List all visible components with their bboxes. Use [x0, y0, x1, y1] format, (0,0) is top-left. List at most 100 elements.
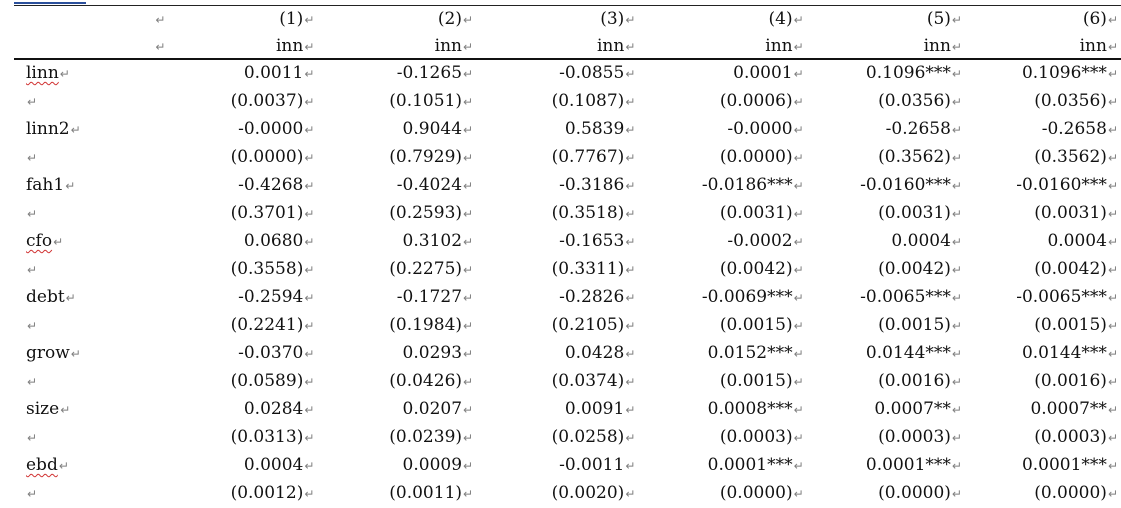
paragraph-mark: ↵ — [1107, 403, 1118, 417]
standard-error-cell: (0.0000)↵ — [649, 480, 807, 508]
variable-name: grow — [26, 343, 70, 363]
standard-error-cell: (0.3562)↵ — [966, 144, 1121, 172]
paragraph-mark: ↵ — [951, 151, 962, 165]
standard-error-value: (0.0042) — [878, 259, 951, 279]
standard-error-value: (0.0589) — [230, 371, 304, 391]
standard-error-cell: (0.2593)↵ — [328, 200, 491, 228]
coefficient-value: 0.0008*** — [707, 399, 793, 419]
standard-error-cell: (0.0031)↵ — [966, 200, 1121, 228]
coefficient-cell: -0.0002↵ — [649, 228, 807, 256]
coefficient-value: 0.0004 — [891, 231, 951, 251]
variable-name: cfo — [26, 231, 53, 251]
coefficient-value: 0.1096*** — [1021, 63, 1107, 83]
empty-label-cell: ↵ — [14, 480, 185, 508]
standard-error-cell: (0.0258)↵ — [491, 424, 649, 452]
paragraph-mark: ↵ — [793, 263, 804, 277]
standard-error-cell: (0.0011)↵ — [328, 480, 491, 508]
paragraph-mark: ↵ — [463, 179, 474, 193]
standard-error-value: (0.0037) — [230, 91, 304, 111]
standard-error-value: (0.0012) — [230, 483, 304, 503]
coefficient-cell: -0.2658↵ — [966, 116, 1121, 144]
coefficient-value: 0.0009 — [402, 455, 463, 475]
standard-error-row-grow: ↵ (0.0589)↵ (0.0426)↵ (0.0374)↵ (0.0015)↵ (0.… — [14, 368, 1121, 396]
paragraph-mark: ↵ — [304, 319, 315, 333]
standard-error-value: (0.2275) — [389, 259, 463, 279]
standard-error-value: (0.0258) — [551, 427, 625, 447]
model-number-cell: (2)↵ — [437, 9, 474, 29]
coefficient-cell: -0.0065***↵ — [966, 284, 1121, 312]
standard-error-value: (0.0426) — [389, 371, 463, 391]
standard-error-row-linn: ↵ (0.0037)↵ (0.1051)↵ (0.1087)↵ (0.0006)↵ (0.… — [14, 88, 1121, 116]
standard-error-row-linn2: ↵ (0.0000)↵ (0.7929)↵ (0.7767)↵ (0.0000)↵ (0.… — [14, 144, 1121, 172]
coefficient-row-ebd: ebd↵ 0.0004↵ 0.0009↵ -0.0011↵ 0.0001***↵ 0.00… — [14, 452, 1121, 480]
paragraph-mark: ↵ — [1107, 291, 1118, 305]
coefficient-cell: 0.0001***↵ — [649, 452, 807, 480]
coefficient-cell: 0.0004↵ — [808, 228, 966, 256]
coefficient-value: 0.0284 — [243, 399, 304, 419]
paragraph-mark: ↵ — [463, 263, 474, 277]
coefficient-value: 0.0144*** — [865, 343, 951, 363]
paragraph-mark: ↵ — [1107, 151, 1118, 165]
hyperlink-underline-fragment[interactable] — [14, 0, 86, 4]
coefficient-value: 0.5839 — [564, 119, 625, 139]
standard-error-value: (0.0042) — [719, 259, 793, 279]
coefficient-cell: -0.0069***↵ — [649, 284, 807, 312]
paragraph-mark: ↵ — [1107, 459, 1118, 473]
coefficient-row-linn2: linn2↵ -0.0000↵ 0.9044↵ 0.5839↵ -0.0000↵ -0.2… — [14, 116, 1121, 144]
paragraph-mark: ↵ — [304, 123, 315, 137]
coefficient-cell: 0.0007**↵ — [808, 396, 966, 424]
paragraph-mark: ↵ — [304, 375, 315, 389]
standard-error-cell: (0.0003)↵ — [649, 424, 807, 452]
paragraph-mark: ↵ — [793, 179, 804, 193]
standard-error-value: (0.3558) — [230, 259, 304, 279]
paragraph-mark: ↵ — [304, 179, 315, 193]
paragraph-mark: ↵ — [304, 67, 315, 81]
paragraph-mark: ↵ — [625, 179, 636, 193]
paragraph-mark: ↵ — [70, 123, 81, 137]
empty-label-cell: ↵ — [14, 312, 185, 340]
paragraph-mark: ↵ — [951, 459, 962, 473]
standard-error-cell: (0.0042)↵ — [808, 256, 966, 284]
paragraph-mark: ↵ — [793, 319, 804, 333]
standard-error-cell: (0.2105)↵ — [491, 312, 649, 340]
standard-error-value: (0.7929) — [389, 147, 463, 167]
standard-error-cell: (0.0356)↵ — [966, 88, 1121, 116]
standard-error-value: (0.0031) — [878, 203, 951, 223]
coefficient-cell: -0.1265↵ — [328, 60, 491, 88]
coefficient-cell: -0.2594↵ — [185, 284, 328, 312]
standard-error-row-cfo: ↵ (0.3558)↵ (0.2275)↵ (0.3311)↵ (0.0042)↵ (0.… — [14, 256, 1121, 284]
paragraph-mark: ↵ — [1107, 235, 1118, 249]
standard-error-value: (0.0006) — [719, 91, 793, 111]
paragraph-mark: ↵ — [1107, 347, 1118, 361]
empty-label-cell: ↵ — [14, 88, 185, 116]
paragraph-mark: ↵ — [58, 459, 69, 473]
coefficient-value: 0.0007** — [874, 399, 951, 419]
standard-error-cell: (0.0426)↵ — [328, 368, 491, 396]
coefficient-value: -0.0855 — [559, 63, 625, 83]
standard-error-value: (0.2105) — [551, 315, 625, 335]
paragraph-mark: ↵ — [27, 375, 38, 389]
variable-name-cell: size↵ — [14, 396, 185, 424]
standard-error-value: (0.2241) — [230, 315, 304, 335]
coefficient-value: 0.0207 — [402, 399, 463, 419]
paragraph-mark: ↵ — [793, 347, 804, 361]
paragraph-mark: ↵ — [304, 151, 315, 165]
paragraph-mark: ↵ — [304, 235, 315, 249]
coefficient-value: 0.0004 — [1047, 231, 1107, 251]
model-number-cell: (3)↵ — [600, 9, 636, 29]
variable-name: linn — [26, 63, 59, 83]
paragraph-mark: ↵ — [625, 431, 636, 445]
coefficient-cell: 0.0144***↵ — [966, 340, 1121, 368]
paragraph-mark: ↵ — [304, 95, 315, 109]
coefficient-cell: -0.0160***↵ — [966, 172, 1121, 200]
standard-error-row-ebd: ↵ (0.0012)↵ (0.0011)↵ (0.0020)↵ (0.0000)↵ (0.… — [14, 480, 1121, 508]
standard-error-cell: (0.0016)↵ — [808, 368, 966, 396]
coefficient-row-cfo: cfo↵ 0.0680↵ 0.3102↵ -0.1653↵ -0.0002↵ 0.0004… — [14, 228, 1121, 256]
dependent-variable-cell: inn↵ — [923, 36, 962, 56]
coefficient-value: -0.0065*** — [1016, 287, 1107, 307]
standard-error-cell: (0.1051)↵ — [328, 88, 491, 116]
standard-error-value: (0.0239) — [389, 427, 463, 447]
standard-error-cell: (0.0015)↵ — [649, 312, 807, 340]
dependent-variable-cell: inn↵ — [434, 36, 474, 56]
paragraph-mark: ↵ — [793, 403, 804, 417]
